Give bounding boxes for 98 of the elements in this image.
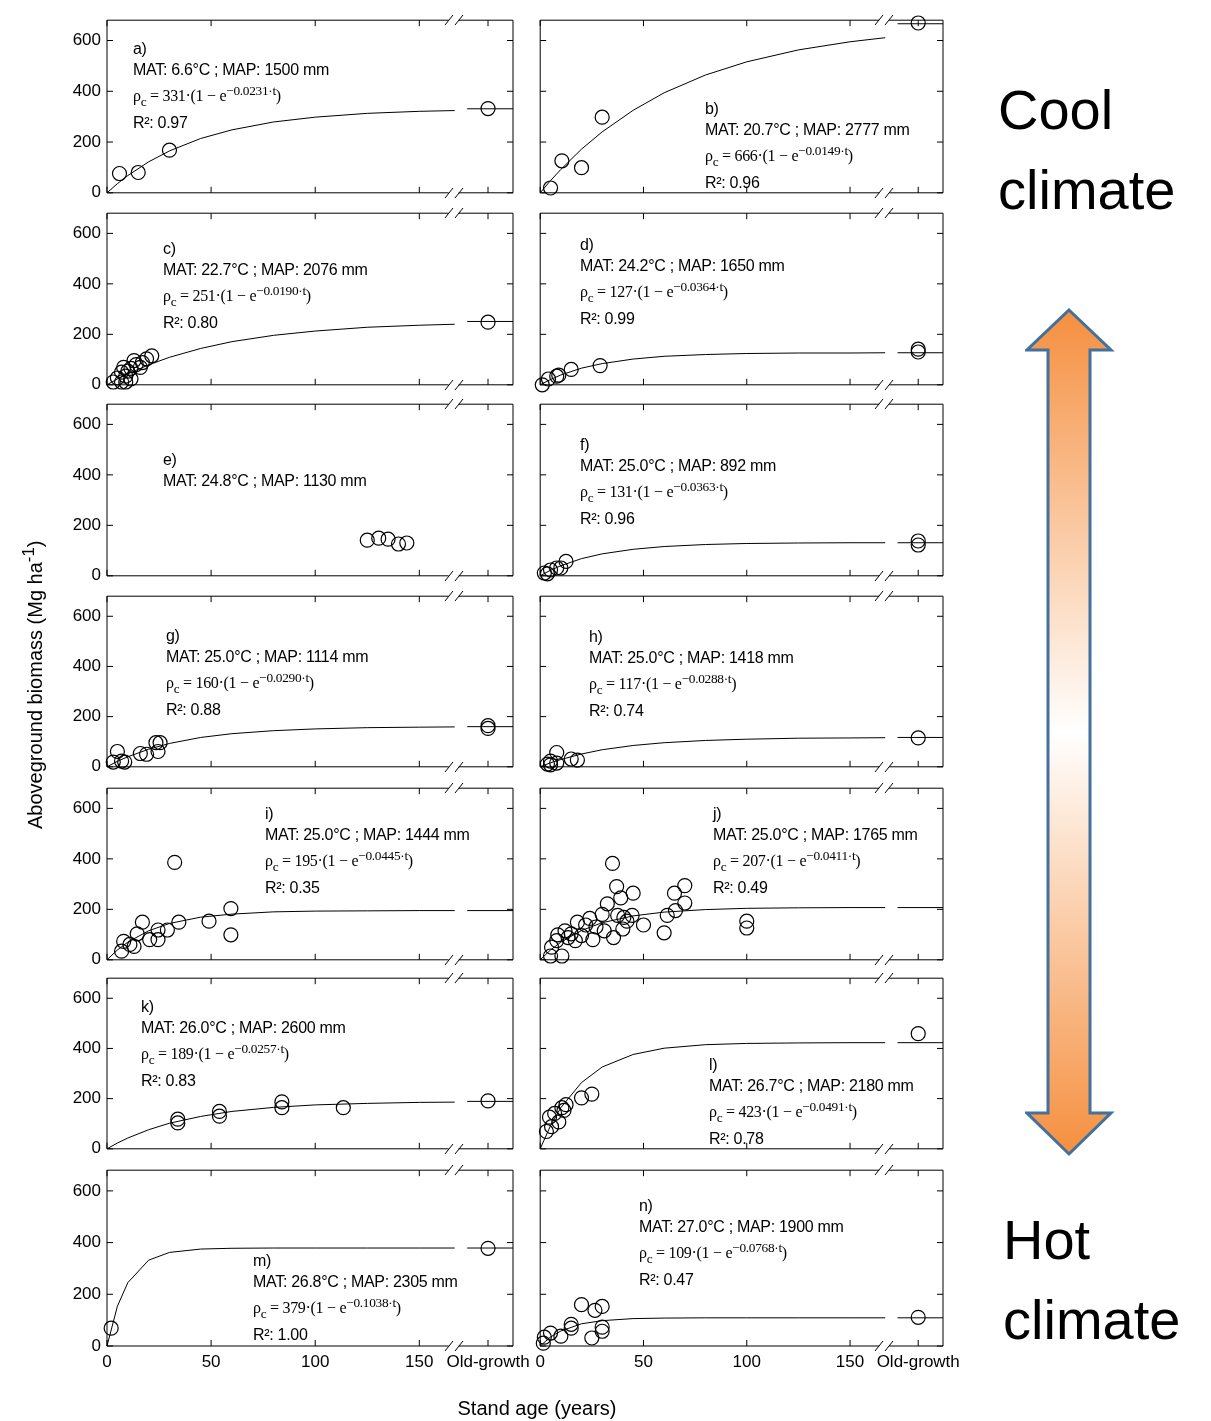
- x-axis-title: Stand age (years): [457, 1396, 617, 1420]
- x-tick-label: 100: [301, 1351, 330, 1371]
- annotation: R²: 0.96: [705, 172, 761, 193]
- x-tick-label: 0: [535, 1351, 545, 1371]
- y-tick-label: 400: [72, 1232, 101, 1252]
- y-tick-label: 600: [72, 1180, 101, 1200]
- x-tick-label: Old-growth: [876, 1351, 960, 1371]
- x-tick-label: Old-growth: [446, 1351, 530, 1371]
- x-tick-label: 150: [405, 1351, 434, 1371]
- annotation: ρ$_{c}$ = 331·(1 − e$^{−0.0231·t}$): [133, 82, 282, 111]
- annotation: ρ$_{c}$ = 251·(1 − e$^{−0.0190·t}$): [163, 282, 312, 311]
- y-tick-label: 400: [72, 464, 101, 484]
- annotation: MAT: 25.0°C ; MAP: 1444 mm: [265, 825, 470, 845]
- annotation: l): [709, 1055, 719, 1075]
- annotation: k): [141, 997, 155, 1017]
- annotation: ρ$_{c}$ = 189·(1 − e$^{−0.0257·t}$): [141, 1040, 290, 1069]
- annotation: MAT: 25.0°C ; MAP: 1765 mm: [713, 825, 918, 845]
- y-tick-label: 200: [72, 899, 101, 919]
- y-tick-label: 600: [72, 798, 101, 818]
- y-tick-label: 0: [91, 1138, 101, 1158]
- y-tick-label: 200: [72, 1088, 101, 1108]
- annotation: ρ$_{c}$ = 379·(1 − e$^{−0.1038·t}$): [253, 1294, 402, 1323]
- y-tick-label: 200: [72, 1283, 101, 1303]
- y-tick-label: 400: [72, 273, 101, 293]
- x-tick-label: 50: [201, 1351, 221, 1371]
- annotation: R²: 0.47: [639, 1269, 695, 1290]
- annotation: ρ$_{c}$ = 131·(1 − e$^{−0.0363·t}$): [580, 478, 729, 507]
- annotation: i): [265, 804, 275, 824]
- annotation: ρ$_{c}$ = 666·(1 − e$^{−0.0149·t}$): [705, 142, 854, 171]
- annotation: g): [166, 626, 181, 646]
- y-tick-label: 200: [72, 515, 101, 535]
- annotation: R²: 0.99: [580, 308, 636, 329]
- annotation: R²: 0.74: [589, 700, 645, 721]
- annotation: a): [133, 39, 148, 59]
- y-tick-label: 0: [91, 756, 101, 776]
- annotation: MAT: 25.0°C ; MAP: 892 mm: [580, 456, 776, 476]
- annotation: MAT: 26.0°C ; MAP: 2600 mm: [141, 1018, 346, 1038]
- annotation: ρ$_{c}$ = 117·(1 − e$^{−0.0288·t}$): [589, 670, 738, 699]
- annotation: R²: 0.83: [141, 1070, 197, 1091]
- annotation: MAT: 27.0°C ; MAP: 1900 mm: [639, 1217, 844, 1237]
- annotation: R²: 0.88: [166, 699, 222, 720]
- point: [573, 160, 590, 176]
- y-tick-label: 400: [72, 848, 101, 868]
- y-tick-label: 0: [91, 182, 101, 202]
- y-tick-label: 600: [72, 605, 101, 625]
- annotation: ρ$_{c}$ = 195·(1 − e$^{−0.0445·t}$): [265, 847, 414, 876]
- point: [910, 15, 926, 31]
- x-tick-label: 50: [634, 1351, 653, 1371]
- y-tick-label: 0: [91, 949, 101, 969]
- annotation: MAT: 25.0°C ; MAP: 1418 mm: [589, 648, 794, 668]
- annotation: n): [639, 1196, 654, 1216]
- x-tick-label: 150: [835, 1351, 865, 1371]
- annotation: b): [705, 99, 720, 119]
- annotation: MAT: 24.2°C ; MAP: 1650 mm: [580, 256, 785, 276]
- y-tick-label: 600: [72, 30, 101, 50]
- y-tick-label: 400: [72, 1038, 101, 1058]
- annotation: R²: 0.78: [709, 1128, 765, 1149]
- annotation: f): [580, 435, 591, 455]
- y-tick-label: 200: [72, 131, 101, 151]
- y-tick-label: 400: [72, 656, 101, 676]
- annotation: MAT: 20.7°C ; MAP: 2777 mm: [705, 120, 910, 140]
- point: [594, 109, 610, 125]
- annotation: MAT: 25.0°C ; MAP: 1114 mm: [166, 647, 369, 667]
- annotation: h): [589, 627, 604, 647]
- y-tick-label: 0: [91, 565, 101, 585]
- annotation: MAT: 26.7°C ; MAP: 2180 mm: [709, 1076, 914, 1096]
- y-tick-label: 600: [72, 987, 101, 1007]
- annotation: ρ$_{c}$ = 207·(1 − e$^{−0.0411·t}$): [713, 847, 862, 876]
- annotation: R²: 0.97: [133, 112, 189, 133]
- y-tick-label: 600: [72, 223, 101, 243]
- text: Hot climate: [1003, 1207, 1182, 1353]
- annotation: MAT: 6.6°C ; MAP: 1500 mm: [133, 60, 329, 80]
- annotation: MAT: 24.8°C ; MAP: 1130 mm: [163, 471, 367, 491]
- annotation: e): [163, 450, 178, 470]
- annotation: R²: 1.00: [253, 1324, 309, 1345]
- annotation: MAT: 22.7°C ; MAP: 2076 mm: [163, 260, 368, 280]
- annotation: ρ$_{c}$ = 160·(1 − e$^{−0.0290·t}$): [166, 669, 315, 698]
- annotation: MAT: 26.8°C ; MAP: 2305 mm: [253, 1272, 458, 1292]
- x-tick-label: 100: [732, 1351, 761, 1371]
- point: [542, 180, 559, 196]
- y-tick-label: 200: [72, 324, 101, 344]
- annotation: j): [713, 804, 723, 824]
- annotation: ρ$_{c}$ = 423·(1 − e$^{−0.0491·t}$): [709, 1098, 858, 1127]
- y-tick-label: 0: [91, 374, 101, 394]
- annotation: d): [580, 235, 595, 255]
- annotation: R²: 0.96: [580, 508, 636, 529]
- annotation: c): [163, 239, 177, 259]
- annotation: m): [253, 1251, 273, 1271]
- text: Cool climate: [998, 77, 1177, 223]
- annotation: ρ$_{c}$ = 109·(1 − e$^{−0.0768·t}$): [639, 1239, 788, 1268]
- y-tick-label: 200: [72, 706, 101, 726]
- y-tick-label: 600: [72, 414, 101, 434]
- point: [554, 153, 570, 169]
- y-tick-label: 0: [91, 1335, 101, 1355]
- y-tick-label: 400: [72, 80, 101, 100]
- annotation: R²: 0.35: [265, 877, 321, 898]
- annotation: ρ$_{c}$ = 127·(1 − e$^{−0.0364·t}$): [580, 278, 729, 307]
- annotation: R²: 0.49: [713, 877, 769, 898]
